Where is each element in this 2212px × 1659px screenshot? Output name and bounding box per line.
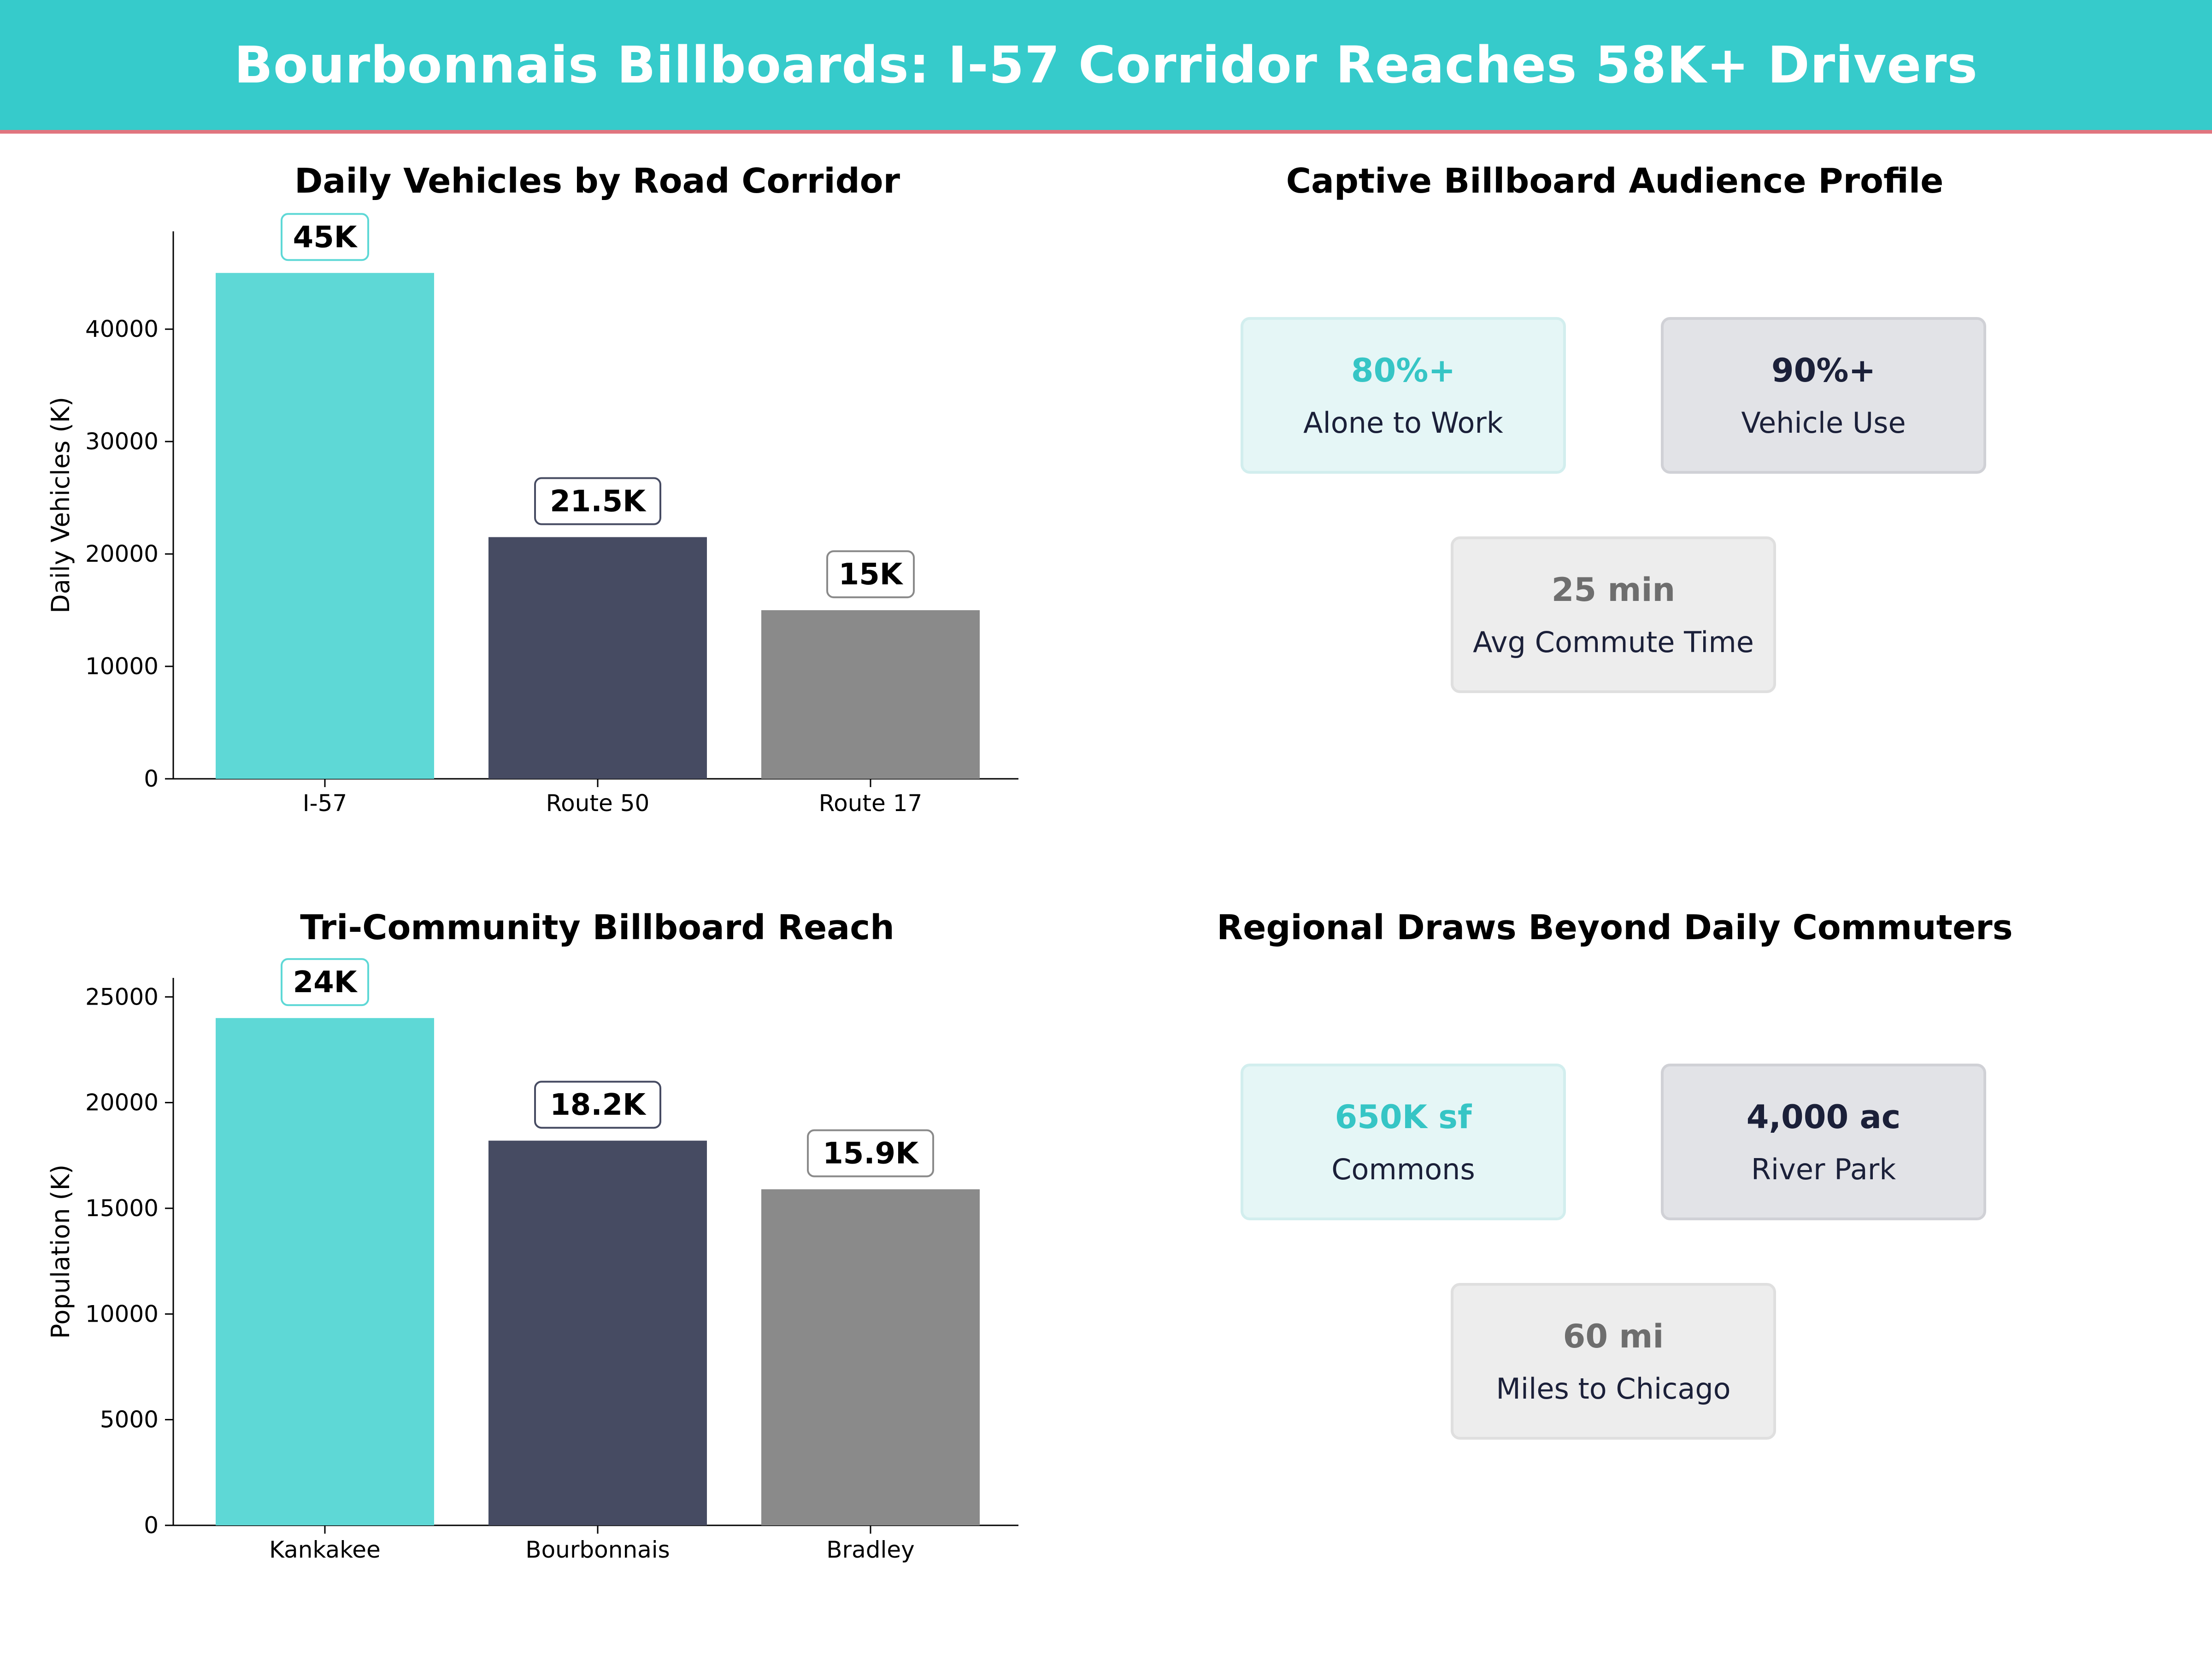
x-tick-label: Route 50 xyxy=(546,790,650,817)
stat-card-river-park: 4,000 ac River Park xyxy=(1661,1064,1986,1220)
y-tick-label: 25000 xyxy=(85,983,159,1010)
stat-value: 4,000 ac xyxy=(1746,1098,1901,1136)
x-tick-label: Bradley xyxy=(826,1536,914,1563)
header-accent-line xyxy=(0,130,2212,134)
y-tick-label: 10000 xyxy=(85,1300,159,1327)
header-banner: Bourbonnais Billboards: I-57 Corridor Re… xyxy=(0,0,2212,130)
value-label: 18.2K xyxy=(550,1088,647,1122)
stat-label: Commons xyxy=(1331,1152,1475,1186)
stat-label: Miles to Chicago xyxy=(1496,1371,1731,1406)
bar-bourbonnais xyxy=(488,1141,707,1525)
value-label-box xyxy=(281,213,369,261)
value-label-box xyxy=(534,477,661,525)
value-label-box xyxy=(807,1129,934,1177)
value-label-box xyxy=(534,1081,661,1129)
value-label: 24K xyxy=(293,965,358,1000)
stat-value: 60 mi xyxy=(1563,1317,1664,1355)
y-tick-label: 20000 xyxy=(85,541,159,567)
value-label-box xyxy=(826,550,915,599)
stat-card-commons: 650K sf Commons xyxy=(1241,1064,1566,1220)
bar-i-57 xyxy=(216,273,434,779)
vehicles-bar-chart: 0 10000 20000 30000 40000 Daily Vehicles (K) I… xyxy=(46,213,1018,817)
y-axis-label: Population (K) xyxy=(46,1165,75,1339)
stat-value: 650K sf xyxy=(1335,1098,1472,1136)
value-label: 45K xyxy=(293,220,358,254)
stat-label: River Park xyxy=(1751,1152,1896,1186)
stat-label: Avg Commute Time xyxy=(1473,625,1754,659)
x-tick-label: I-57 xyxy=(303,790,347,817)
stat-label: Vehicle Use xyxy=(1741,406,1906,440)
y-tick-label: 15000 xyxy=(85,1195,159,1222)
bar-route-17 xyxy=(761,610,980,779)
population-bar-chart: 0 5000 10000 15000 20000 25000 Population (K) K… xyxy=(46,958,1018,1563)
bar-bradley xyxy=(761,1189,980,1525)
y-axis-label: Daily Vehicles (K) xyxy=(46,397,75,613)
y-tick-label: 20000 xyxy=(85,1089,159,1116)
regional-panel-title: Regional Draws Beyond Daily Commuters xyxy=(1217,908,2013,947)
bar-route-50 xyxy=(488,537,707,779)
stat-card-miles-to-chicago: 60 mi Miles to Chicago xyxy=(1451,1283,1776,1440)
y-tick-label: 40000 xyxy=(85,316,159,342)
value-label-box xyxy=(281,958,369,1006)
stat-value: 25 min xyxy=(1551,571,1676,609)
y-tick-label: 0 xyxy=(144,765,159,792)
stat-card-commute-time: 25 min Avg Commute Time xyxy=(1451,536,1776,693)
value-label: 15K xyxy=(839,558,904,592)
chart-title-population: Tri-Community Billboard Reach xyxy=(300,908,894,947)
y-tick-label: 10000 xyxy=(85,653,159,680)
stat-value: 90%+ xyxy=(1771,351,1876,389)
chart-title-vehicles: Daily Vehicles by Road Corridor xyxy=(294,161,900,201)
x-tick-label: Bourbonnais xyxy=(525,1536,670,1563)
value-label: 15.9K xyxy=(823,1137,919,1171)
stat-card-vehicle-use: 90%+ Vehicle Use xyxy=(1661,317,1986,474)
profile-panel-title: Captive Billboard Audience Profile xyxy=(1286,161,1944,201)
x-tick-label: Route 17 xyxy=(819,790,923,817)
y-tick-label: 5000 xyxy=(100,1406,159,1433)
page-title: Bourbonnais Billboards: I-57 Corridor Re… xyxy=(234,35,1978,94)
x-tick-label: Kankakee xyxy=(269,1536,381,1563)
bar-kankakee xyxy=(216,1018,434,1525)
stat-value: 80%+ xyxy=(1351,351,1456,389)
value-label: 21.5K xyxy=(550,485,647,519)
y-tick-label: 30000 xyxy=(85,428,159,455)
stat-label: Alone to Work xyxy=(1303,406,1503,440)
stat-card-alone-to-work: 80%+ Alone to Work xyxy=(1241,317,1566,474)
y-tick-label: 0 xyxy=(144,1512,159,1539)
